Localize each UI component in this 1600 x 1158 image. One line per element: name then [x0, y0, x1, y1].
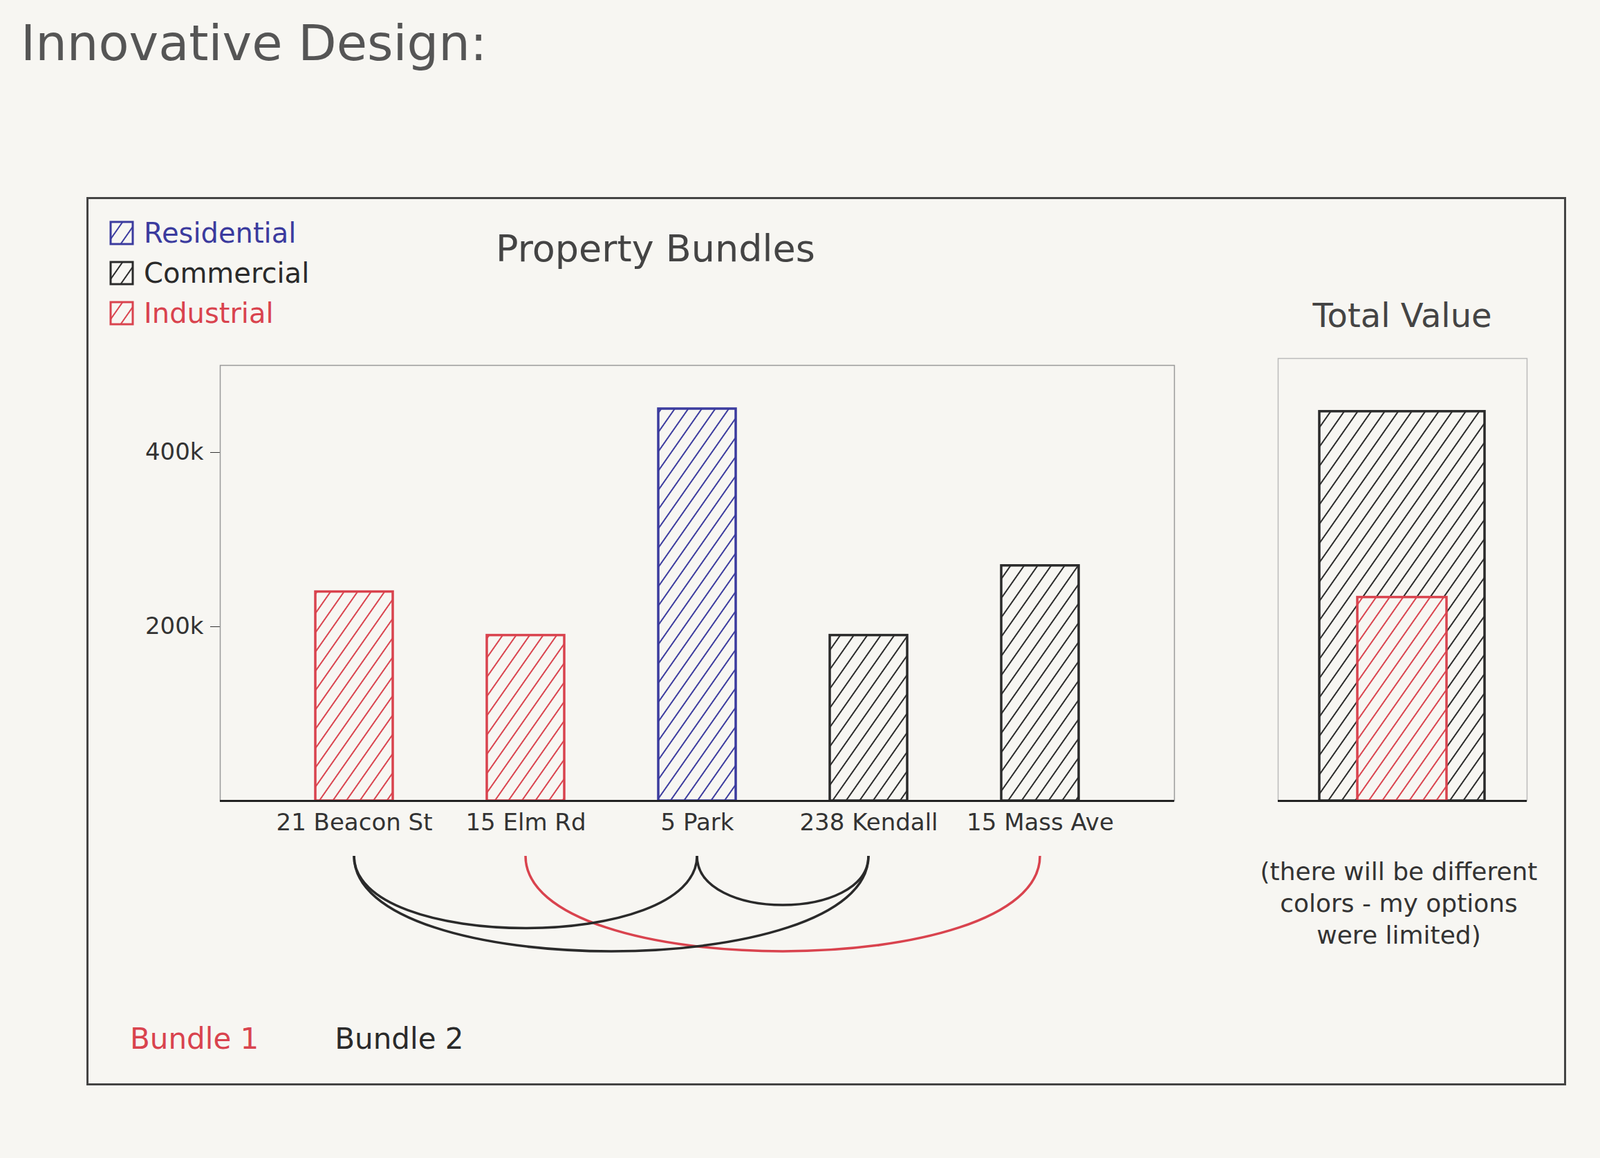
- html-text:Property Bundles: Property Bundles: [495, 226, 816, 271]
- html-text:(there will be different color: (there will be different colors - my opt…: [1260, 857, 1538, 950]
- html-text:Residential: Residential: [143, 217, 297, 249]
- svg-text:21 Beacon St: 21 Beacon St: [276, 808, 433, 836]
- svg-text:400k: 400k: [145, 437, 204, 466]
- svg-text:200k: 200k: [145, 611, 204, 640]
- svg-text:15 Elm Rd: 15 Elm Rd: [465, 808, 586, 836]
- html-text:Innovative Design:: Innovative Design:: [20, 13, 487, 72]
- html-text:Commercial: Commercial: [143, 257, 310, 290]
- svg-text:15 Mass Ave: 15 Mass Ave: [966, 808, 1114, 836]
- svg-text:5 Park: 5 Park: [661, 808, 735, 836]
- html-text:Bundle 1: Bundle 1: [129, 1021, 259, 1056]
- html-text:Industrial: Industrial: [143, 297, 274, 330]
- html-text:Bundle 2: Bundle 2: [334, 1021, 464, 1056]
- html-text:Total Value: Total Value: [1312, 295, 1492, 335]
- svg-text:238 Kendall: 238 Kendall: [799, 808, 938, 836]
